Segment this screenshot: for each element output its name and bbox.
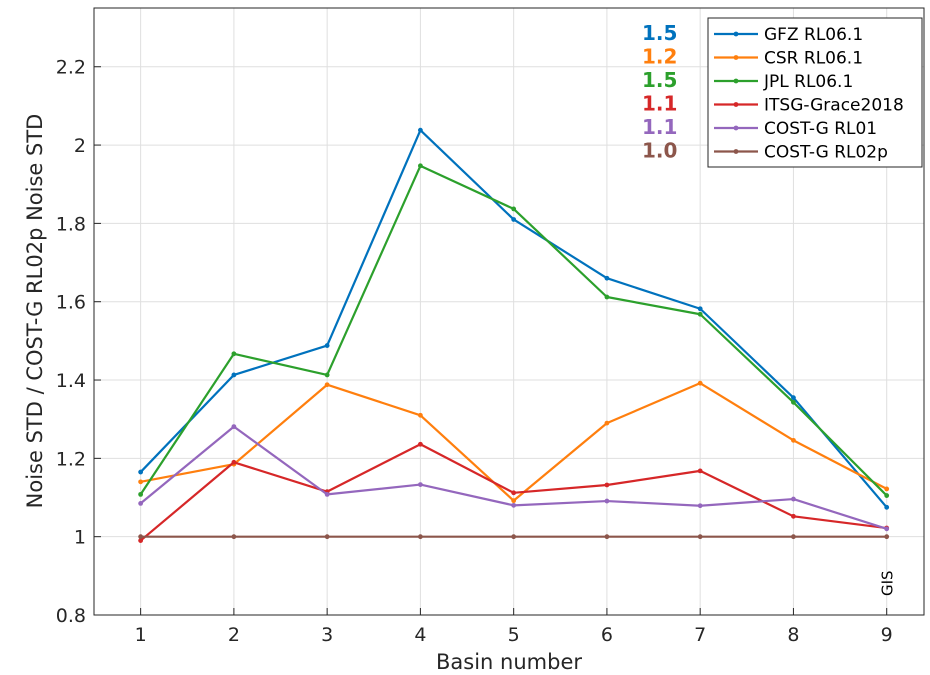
y-tick-label: 0.8 bbox=[56, 605, 86, 627]
data-point bbox=[511, 534, 517, 540]
data-point bbox=[231, 424, 237, 430]
y-tick-label: 1.2 bbox=[56, 448, 86, 470]
axis-ticks: 1 2 3 4 5 6 7 8 9 0.8 1 1.2 1.4 1.6 1.8 2 2.2 bbox=[56, 57, 893, 646]
data-point bbox=[418, 127, 423, 133]
data-point bbox=[324, 372, 330, 378]
data-point bbox=[697, 468, 703, 474]
data-point bbox=[604, 420, 610, 426]
x-tick-label: 9 bbox=[881, 624, 893, 646]
y-axis-label: Noise STD / COST-G RL02p Noise STD bbox=[23, 114, 47, 509]
x-tick-label: 7 bbox=[694, 624, 706, 646]
data-point bbox=[138, 500, 144, 506]
data-point bbox=[511, 498, 517, 504]
legend-label: COST-G RL01 bbox=[764, 119, 877, 139]
data-point bbox=[324, 491, 330, 497]
x-tick-label: 1 bbox=[135, 624, 147, 646]
data-point bbox=[418, 412, 423, 418]
legend-marker bbox=[733, 125, 739, 131]
data-point bbox=[697, 534, 703, 540]
legend-marker bbox=[733, 55, 739, 60]
y-tick-label: 1.8 bbox=[56, 213, 86, 235]
data-point bbox=[231, 372, 237, 378]
data-point bbox=[324, 343, 330, 348]
data-point bbox=[884, 504, 890, 510]
legend-marker bbox=[733, 102, 739, 107]
y-tick-label: 1 bbox=[74, 527, 86, 549]
data-point bbox=[697, 306, 703, 312]
mean-ratio-label: 1.5 bbox=[642, 68, 677, 92]
data-point bbox=[138, 469, 144, 475]
data-point bbox=[418, 534, 423, 540]
legend-marker bbox=[733, 78, 739, 84]
mean-ratio-label: 1.0 bbox=[642, 139, 677, 163]
x-tick-label: 8 bbox=[787, 624, 799, 646]
data-point bbox=[418, 482, 423, 487]
y-tick-label: 2 bbox=[74, 135, 86, 157]
data-point bbox=[697, 503, 703, 509]
plot-frame bbox=[93, 7, 925, 616]
legend-label: COST-G RL02p bbox=[764, 143, 888, 163]
data-point bbox=[138, 534, 144, 540]
x-tick-label: 3 bbox=[321, 624, 333, 646]
x-tick-label: 2 bbox=[228, 624, 240, 646]
data-point bbox=[418, 163, 423, 169]
x-tick-label: 6 bbox=[601, 624, 613, 646]
y-tick-label: 1.4 bbox=[56, 370, 86, 392]
mean-ratio-label: 1.1 bbox=[642, 92, 677, 116]
legend-marker bbox=[733, 149, 739, 154]
y-tick-label: 2.2 bbox=[56, 57, 86, 79]
legend-label: JPL RL06.1 bbox=[763, 72, 853, 92]
data-point bbox=[604, 294, 610, 300]
gis-annotation: GIS bbox=[879, 570, 897, 596]
data-point bbox=[884, 486, 890, 492]
data-point bbox=[324, 382, 330, 388]
data-point bbox=[697, 311, 703, 317]
data-point bbox=[324, 534, 330, 540]
data-point bbox=[511, 490, 517, 496]
mean-ratio-label: 1.1 bbox=[642, 115, 677, 139]
data-point bbox=[791, 399, 796, 405]
data-point bbox=[791, 395, 796, 401]
legend-label: GFZ RL06.1 bbox=[764, 25, 863, 45]
legend-label: ITSG-Grace2018 bbox=[764, 96, 904, 116]
data-point bbox=[418, 441, 423, 447]
data-point bbox=[604, 498, 610, 504]
data-point bbox=[791, 496, 796, 502]
x-tick-label: 4 bbox=[414, 624, 426, 646]
mean-ratio-labels: 1.51.21.51.11.11.0 bbox=[642, 21, 677, 163]
legend: GFZ RL06.1 CSR RL06.1 JPL RL06.1 ITSG-Grace… bbox=[707, 17, 923, 168]
data-point bbox=[511, 206, 517, 212]
mean-ratio-label: 1.5 bbox=[642, 21, 677, 45]
data-point bbox=[791, 437, 796, 443]
data-point bbox=[231, 459, 237, 465]
data-point bbox=[884, 534, 890, 540]
data-point bbox=[604, 482, 610, 488]
mean-ratio-label: 1.2 bbox=[642, 45, 677, 69]
data-point bbox=[231, 351, 237, 357]
data-point bbox=[697, 380, 703, 386]
data-point bbox=[604, 534, 610, 540]
data-point bbox=[884, 493, 890, 498]
y-tick-label: 1.6 bbox=[56, 292, 86, 314]
x-tick-label: 5 bbox=[508, 624, 520, 646]
data-point bbox=[138, 538, 144, 543]
legend-label: CSR RL06.1 bbox=[764, 49, 863, 69]
data-point bbox=[791, 513, 796, 519]
data-point bbox=[511, 502, 517, 508]
data-point bbox=[884, 526, 890, 532]
data-point bbox=[791, 534, 796, 540]
series-lines bbox=[138, 127, 890, 543]
data-point bbox=[604, 275, 610, 281]
x-axis-label: Basin number bbox=[436, 650, 582, 674]
data-point bbox=[511, 217, 517, 222]
legend-box bbox=[707, 17, 923, 168]
data-point bbox=[138, 479, 144, 485]
data-point bbox=[138, 491, 144, 497]
legend-marker bbox=[733, 31, 739, 37]
data-point bbox=[231, 534, 237, 540]
